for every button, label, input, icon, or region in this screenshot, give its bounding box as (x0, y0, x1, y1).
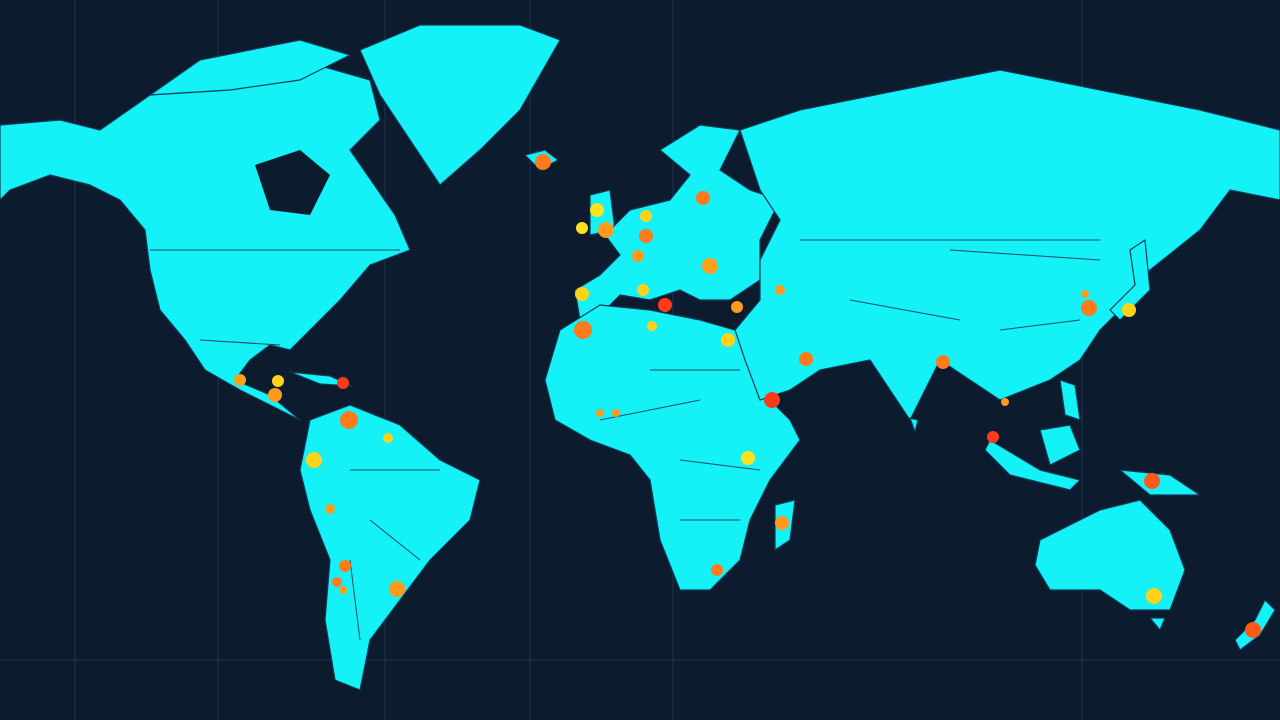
marker (639, 229, 653, 243)
marker (658, 298, 672, 312)
indonesia (984, 439, 1081, 491)
marker (596, 409, 604, 417)
marker (647, 321, 657, 331)
marker (696, 191, 710, 205)
borneo (1039, 424, 1081, 466)
marker (339, 586, 347, 594)
marker (637, 284, 649, 296)
marker (590, 203, 604, 217)
marker (775, 516, 789, 530)
marker (234, 374, 246, 386)
marker (711, 564, 723, 576)
marker (332, 577, 342, 587)
borders (150, 239, 1101, 641)
border-line (150, 239, 1101, 641)
marker (535, 154, 551, 170)
marker (1081, 300, 1097, 316)
europe (574, 124, 781, 321)
marker (640, 210, 652, 222)
tasmania (1149, 617, 1166, 631)
marker (1122, 303, 1136, 317)
marker (775, 285, 785, 295)
cuba (289, 371, 353, 387)
marker (272, 375, 284, 387)
marker (389, 581, 405, 597)
marker (1144, 473, 1160, 489)
marker (340, 411, 358, 429)
marker (598, 222, 614, 238)
marker (268, 388, 282, 402)
marker (1001, 398, 1009, 406)
marker (339, 560, 351, 572)
asia (734, 69, 1280, 421)
marker (721, 333, 735, 347)
marker (799, 352, 813, 366)
marker (731, 301, 743, 313)
marker (576, 222, 588, 234)
marker (741, 451, 755, 465)
marker (936, 355, 950, 369)
marker (337, 377, 349, 389)
marker (612, 409, 620, 417)
marker (306, 452, 322, 468)
marker (383, 433, 393, 443)
marker (575, 287, 589, 301)
marker (632, 250, 644, 262)
continents (0, 24, 1280, 691)
south-america (299, 404, 481, 691)
sri-lanka (909, 417, 919, 433)
hudson-bay (255, 150, 330, 215)
japan (1109, 239, 1151, 321)
greenland (359, 24, 561, 186)
australia (1034, 499, 1186, 611)
marker (987, 431, 999, 443)
marker (1245, 622, 1261, 638)
marker (1081, 290, 1089, 298)
marker (325, 504, 335, 514)
arctic-islands (149, 39, 351, 96)
africa (544, 304, 801, 591)
markers (234, 154, 1261, 638)
marker (1146, 588, 1162, 604)
marker (574, 321, 592, 339)
philippines (1059, 379, 1081, 421)
marker (702, 258, 718, 274)
marker (764, 392, 780, 408)
